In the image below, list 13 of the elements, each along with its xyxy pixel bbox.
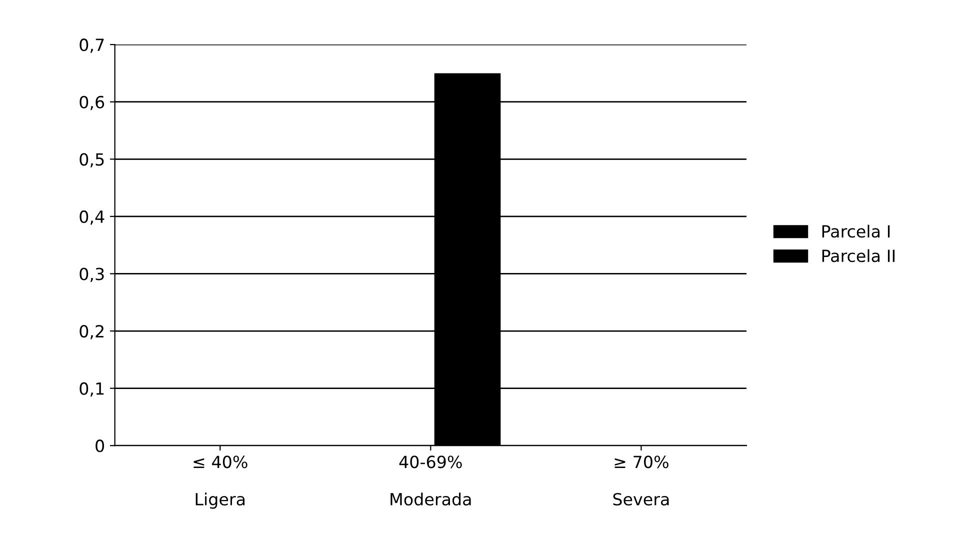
y-tick-label: 0,2: [80, 324, 104, 340]
y-tick-label: 0,3: [80, 268, 104, 282]
legend-label: Parcela II: [822, 249, 895, 262]
category-label: 40-69% Moderada: [390, 456, 471, 506]
category-label: ≤ 40% Ligera: [194, 456, 248, 509]
y-tick-label: 0,1: [80, 382, 104, 397]
legend-label: Parcela I: [822, 224, 890, 238]
y-tick-label: 0,6: [80, 96, 104, 110]
y-tick-label: 0: [96, 440, 104, 452]
y-tick-label: 0,7: [80, 38, 104, 53]
category-label: ≥ 70% Severa: [613, 456, 669, 506]
y-tick-label: 0,5: [80, 153, 104, 168]
y-tick-label: 0,4: [80, 210, 104, 225]
